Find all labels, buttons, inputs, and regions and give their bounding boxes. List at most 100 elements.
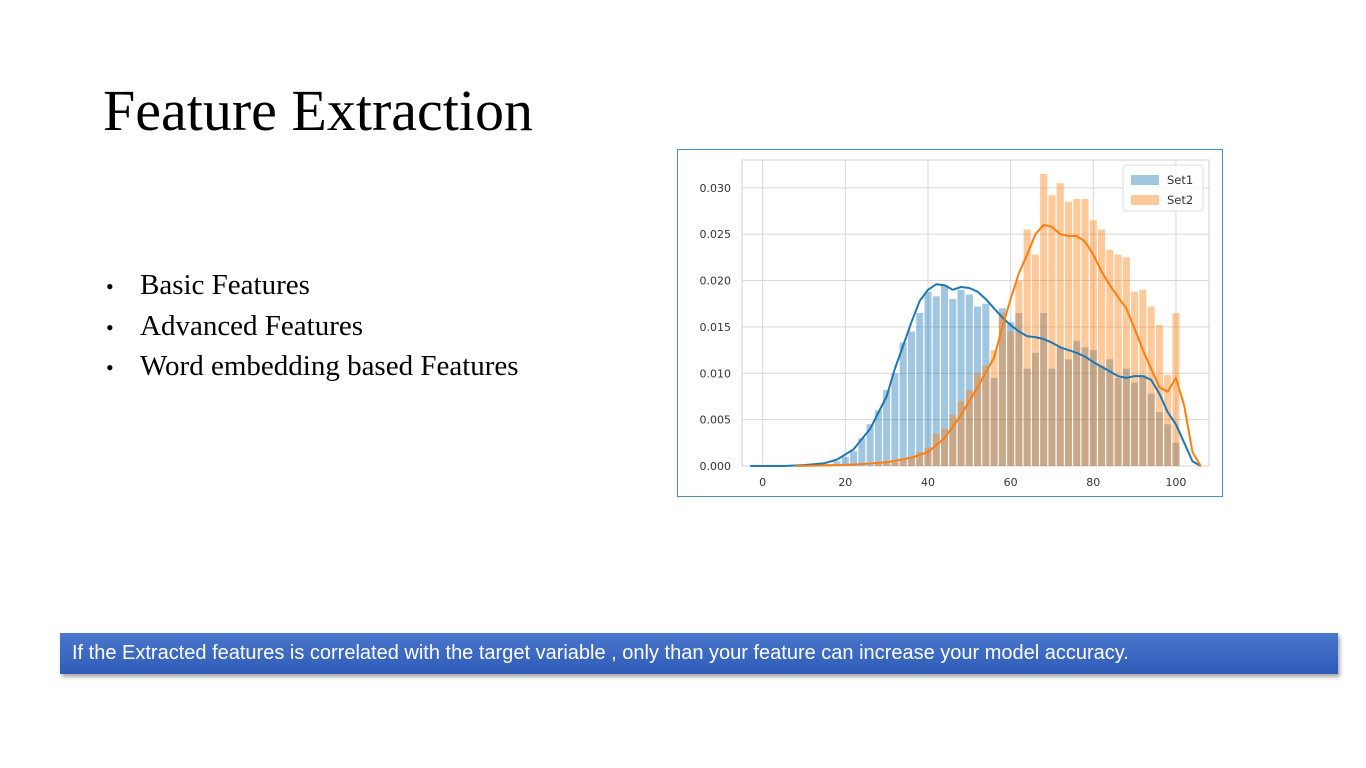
histogram-bar-set1 <box>916 313 924 466</box>
bullet-text: Basic Features <box>140 269 310 301</box>
histogram-bar-set2 <box>1131 291 1139 466</box>
chart-frame: 0 20 40 60 80 100 0.000 0.005 0.010 0.015 0.020 0.0… <box>677 149 1223 497</box>
y-tick-label: 0.000 <box>700 460 732 473</box>
histogram-bar-set1 <box>833 461 841 466</box>
histogram-bar-set2 <box>1172 313 1180 466</box>
histogram-bar-set2 <box>1015 280 1023 466</box>
histogram-bar-set1 <box>1023 368 1031 466</box>
histogram-bar-set2 <box>940 428 949 466</box>
histogram-bar-set2 <box>1139 289 1147 466</box>
histogram-bar-set1 <box>1139 375 1147 466</box>
legend-label-set1: Set1 <box>1167 173 1193 187</box>
histogram-bar-set2 <box>1147 306 1155 466</box>
histogram-bar-set1 <box>1172 442 1180 466</box>
bullet-item: • Advanced Features <box>106 306 519 347</box>
bullet-item: • Word embedding based Features <box>106 346 519 387</box>
y-tick-label: 0.010 <box>700 367 732 380</box>
histogram-bar-set2 <box>1031 254 1039 466</box>
histogram-bar-set2 <box>1040 173 1048 466</box>
x-tick-label: 80 <box>1086 476 1100 489</box>
histogram-bar-set2 <box>1064 201 1073 466</box>
histogram-bar-set1 <box>1155 412 1163 466</box>
histogram-bar-set1 <box>1081 347 1089 466</box>
histogram-bar-set1 <box>1040 313 1048 466</box>
x-tick-label: 100 <box>1165 476 1186 489</box>
histogram-bar-set2 <box>990 350 998 466</box>
histogram-bar-set1 <box>1064 359 1073 466</box>
histogram-bar-set1 <box>1106 359 1114 466</box>
histogram-bar-set1 <box>866 424 874 466</box>
histogram-bar-set2 <box>1073 198 1081 467</box>
histogram-bar-set2 <box>899 458 907 466</box>
histogram-bar-set2 <box>1081 198 1089 467</box>
histogram-bar-set1 <box>841 456 849 466</box>
histogram-bar-set2 <box>965 389 973 466</box>
histogram-bar-set2 <box>1007 331 1015 466</box>
histogram-bar-set1 <box>891 373 899 466</box>
histogram-bar-set1 <box>1056 347 1064 466</box>
histogram-bar-set2 <box>957 401 965 466</box>
y-tick-label: 0.015 <box>700 321 732 334</box>
histogram-bar-set2 <box>982 365 990 466</box>
bullet-dot-icon: • <box>106 314 114 340</box>
histogram-bar-set1 <box>965 294 973 466</box>
histogram-bar-set1 <box>1073 340 1081 466</box>
histogram-bar-set2 <box>998 313 1006 466</box>
histogram-bar-set1 <box>1164 424 1172 466</box>
histogram-bar-set2 <box>874 464 882 466</box>
histogram-bar-set1 <box>1122 368 1130 466</box>
histogram-bar-set2 <box>1122 257 1130 466</box>
kde-curve-set1 <box>750 283 1202 467</box>
bullet-list: • Basic Features • Advanced Features • Word… <box>106 265 519 387</box>
histogram-bar-set2 <box>1098 229 1106 466</box>
bullet-dot-icon: • <box>106 355 114 380</box>
histogram-bar-set2 <box>932 433 940 466</box>
legend-swatch-set2 <box>1131 195 1159 205</box>
histogram-bar-set1 <box>874 410 882 466</box>
legend-box <box>1122 164 1204 212</box>
histogram-bar-set1 <box>1007 322 1015 466</box>
y-tick-label: 0.030 <box>700 182 732 195</box>
kde-curve-set2 <box>795 223 1202 467</box>
histogram-bar-set1 <box>940 285 949 466</box>
y-tick-label: 0.005 <box>700 414 732 427</box>
histogram-bar-set2 <box>907 456 915 466</box>
histogram-bar-set2 <box>924 447 932 466</box>
x-tick-label: 0 <box>759 476 766 489</box>
histogram-bar-set1 <box>982 303 990 466</box>
y-tick-label: 0.020 <box>700 275 732 288</box>
histogram-bar-set2 <box>1056 183 1064 466</box>
legend-label-set2: Set2 <box>1167 193 1193 207</box>
legend-swatch-set1 <box>1131 175 1159 185</box>
histogram-bar-set1 <box>990 377 998 466</box>
histogram-bar-set1 <box>850 451 858 466</box>
histogram-bar-set1 <box>924 291 932 466</box>
x-tick-label: 60 <box>1004 476 1018 489</box>
histogram-bar-set1 <box>998 308 1006 466</box>
x-tick-label: 20 <box>838 476 852 489</box>
histogram-bar-set1 <box>957 289 965 466</box>
histogram-bar-set1 <box>1089 350 1097 466</box>
bullet-text: Word embedding based Features <box>140 350 519 382</box>
histogram-bar-set1 <box>1131 382 1139 466</box>
callout-banner: If the Extracted features is correlated … <box>60 633 1338 674</box>
histogram-bar-set1 <box>1031 352 1039 466</box>
y-tick-label: 0.025 <box>700 228 732 241</box>
histogram-bar-set1 <box>1147 393 1155 466</box>
histogram-bar-set1 <box>907 331 915 466</box>
histogram-bar-set2 <box>949 415 957 466</box>
histogram-bar-set2 <box>1106 249 1114 466</box>
histogram-bar-set1 <box>1048 368 1056 466</box>
histogram-bar-set1 <box>858 438 866 466</box>
histogram-bar-set1 <box>899 342 907 466</box>
histogram-bar-set2 <box>1089 220 1097 466</box>
histogram-bar-set1 <box>1015 313 1023 466</box>
histogram-bar-set2 <box>1164 375 1172 466</box>
histogram-bar-set2 <box>891 461 899 466</box>
histogram-bar-set1 <box>1114 377 1122 466</box>
histogram-bar-set2 <box>883 463 891 466</box>
histogram-bar-set1 <box>949 299 957 466</box>
histogram-bar-set2 <box>1023 229 1031 466</box>
histogram-bar-set2 <box>974 373 982 466</box>
histogram-bar-set2 <box>1114 254 1122 466</box>
